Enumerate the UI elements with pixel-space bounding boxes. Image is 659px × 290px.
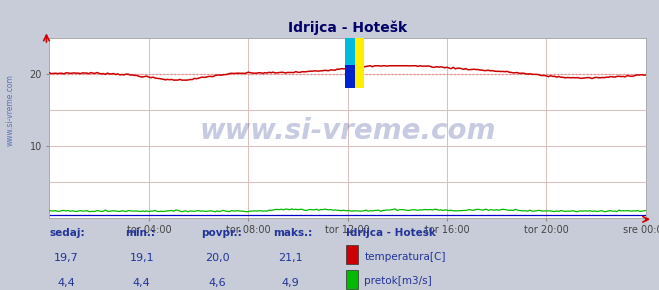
Text: 19,7: 19,7 <box>53 253 78 263</box>
Text: povpr.:: povpr.: <box>201 228 242 238</box>
Text: 20,0: 20,0 <box>205 253 230 263</box>
Bar <box>345 38 355 65</box>
Text: 4,6: 4,6 <box>209 278 226 288</box>
Text: sedaj:: sedaj: <box>49 228 85 238</box>
Text: min.:: min.: <box>125 228 156 238</box>
Text: 4,4: 4,4 <box>133 278 150 288</box>
Text: maks.:: maks.: <box>273 228 313 238</box>
Text: www.si-vreme.com: www.si-vreme.com <box>5 74 14 146</box>
Text: Idrijca - Hotešk: Idrijca - Hotešk <box>346 228 436 238</box>
Bar <box>345 38 364 88</box>
Text: www.si-vreme.com: www.si-vreme.com <box>200 117 496 145</box>
Text: temperatura[C]: temperatura[C] <box>364 252 446 262</box>
Text: 21,1: 21,1 <box>277 253 302 263</box>
Text: 19,1: 19,1 <box>129 253 154 263</box>
Title: Idrijca - Hotešk: Idrijca - Hotešk <box>288 21 407 35</box>
Text: pretok[m3/s]: pretok[m3/s] <box>364 276 432 286</box>
Text: 4,4: 4,4 <box>57 278 74 288</box>
Text: 4,9: 4,9 <box>281 278 299 288</box>
Bar <box>345 65 355 88</box>
